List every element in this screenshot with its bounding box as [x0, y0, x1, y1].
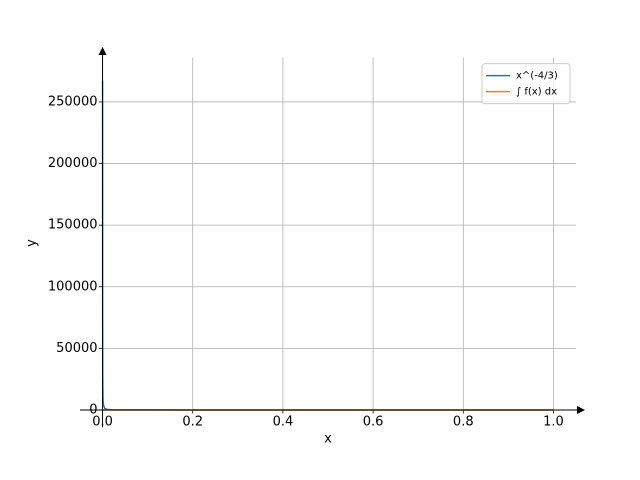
legend-label: ∫ f(x) dx — [516, 87, 557, 98]
y-axis-arrow — [98, 47, 107, 55]
x-tick-label: 0.6 — [363, 414, 384, 429]
y-tick-label: 100000 — [48, 279, 98, 294]
y-tick-label: 150000 — [48, 218, 98, 233]
x-tick-label: 0.2 — [182, 414, 203, 429]
x-tick-label: 1.0 — [543, 414, 564, 429]
y-tick-label: 200000 — [48, 156, 98, 171]
legend-label: x^(-4/3) — [516, 71, 558, 82]
x-tick-label: 0.4 — [273, 414, 294, 429]
legend-box — [481, 63, 571, 105]
x-axis-label: x — [324, 432, 332, 447]
y-tick-label: 250000 — [48, 94, 98, 109]
series-line — [101, 80, 554, 411]
x-axis-arrow — [577, 405, 585, 414]
x-tick-label: 0.8 — [453, 414, 474, 429]
y-tick-label: 50000 — [56, 341, 97, 356]
y-axis-label: y — [25, 239, 40, 247]
